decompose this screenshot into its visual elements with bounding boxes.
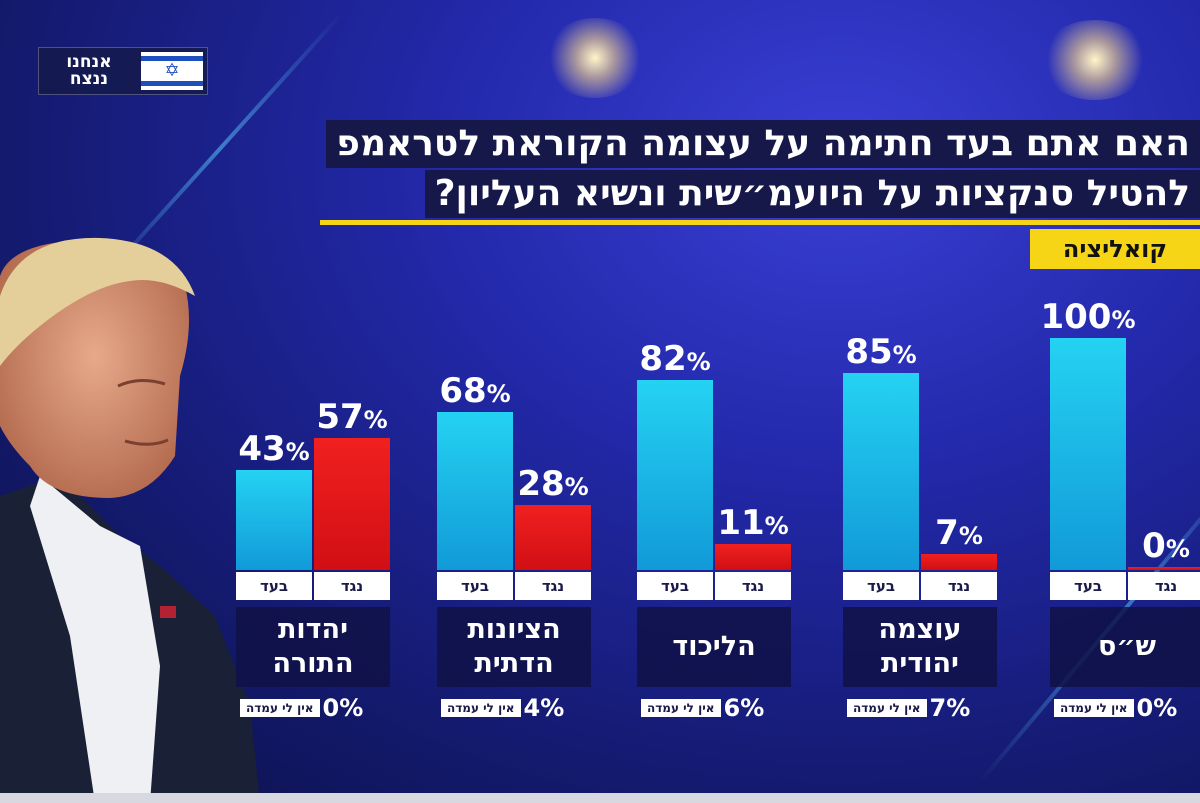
value-label-against: 7%	[935, 512, 983, 553]
series-label-against: נגד	[515, 572, 591, 600]
abstain-value: 4%	[523, 694, 565, 722]
logo-text: אנחנו ננצח	[39, 54, 139, 88]
bar-for	[437, 412, 513, 570]
logo-line2: ננצח	[69, 69, 109, 89]
israel-flag-icon: ✡	[141, 52, 203, 90]
abstain-value: 0%	[1136, 694, 1178, 722]
series-label-for: בעד	[236, 572, 312, 600]
bar-for	[843, 372, 919, 570]
category-label: ש״ס	[1050, 607, 1200, 687]
bar-for	[236, 470, 312, 570]
series-label-against: נגד	[921, 572, 997, 600]
abstain-label: אין לי עמדה	[1054, 699, 1134, 717]
bar-against	[515, 505, 591, 570]
title-line-1: האם אתם בעד חתימה על עצומה הקוראת לטראמפ	[326, 120, 1200, 168]
series-label-for: בעד	[843, 572, 919, 600]
abstain-row: אין לי עמדה 0%	[1054, 694, 1177, 722]
subtitle-badge: קואליציה	[1030, 229, 1200, 269]
value-label-for: 68%	[439, 371, 511, 412]
logo-line1: אנחנו	[66, 52, 112, 72]
category-label: הליכוד	[637, 607, 791, 687]
value-label-for: 43%	[238, 429, 310, 470]
stage-light-left	[545, 18, 645, 98]
title-underline	[320, 220, 1200, 225]
stage-light-right	[1040, 20, 1150, 100]
bottom-strip	[0, 793, 1200, 803]
bar-for	[637, 379, 713, 570]
chart-title: האם אתם בעד חתימה על עצומה הקוראת לטראמפ…	[195, 120, 1200, 220]
title-line-2: להטיל סנקציות על היועמ״שית ונשיא העליון?	[424, 170, 1200, 218]
abstain-row: אין לי עמדה 7%	[847, 694, 970, 722]
value-label-against: 11%	[717, 503, 789, 544]
bar-against	[314, 437, 390, 570]
series-label-against: נגד	[715, 572, 791, 600]
channel-logo: אנחנו ננצח ✡	[38, 47, 208, 95]
value-label-for: 100%	[1040, 297, 1136, 337]
abstain-row: אין לי עמדה 6%	[641, 694, 764, 722]
abstain-value: 6%	[723, 694, 765, 722]
value-label-for: 82%	[639, 338, 711, 379]
category-label: עוצמה יהודית	[843, 607, 997, 687]
abstain-row: אין לי עמדה 4%	[441, 694, 564, 722]
abstain-label: אין לי עמדה	[641, 699, 721, 717]
abstain-label: אין לי עמדה	[847, 699, 927, 717]
value-label-against: 57%	[316, 396, 388, 437]
abstain-label: אין לי עמדה	[240, 699, 320, 717]
category-label: הציונות הדתית	[437, 607, 591, 687]
value-label-for: 85%	[845, 331, 917, 372]
bar-against	[715, 544, 791, 570]
person-photo	[0, 237, 260, 803]
series-label-against: נגד	[1128, 572, 1200, 600]
value-label-against: 0%	[1142, 526, 1190, 566]
bar-against	[921, 553, 997, 570]
abstain-value: 7%	[929, 694, 971, 722]
series-label-for: בעד	[437, 572, 513, 600]
abstain-value: 0%	[322, 694, 364, 722]
series-label-for: בעד	[637, 572, 713, 600]
bar-for	[1050, 338, 1126, 570]
abstain-label: אין לי עמדה	[441, 699, 521, 717]
bar-against	[1128, 567, 1200, 570]
abstain-row: אין לי עמדה 0%	[240, 694, 363, 722]
category-label: יהדות התורה	[236, 607, 390, 687]
series-label-for: בעד	[1050, 572, 1126, 600]
value-label-against: 28%	[517, 464, 589, 505]
series-label-against: נגד	[314, 572, 390, 600]
